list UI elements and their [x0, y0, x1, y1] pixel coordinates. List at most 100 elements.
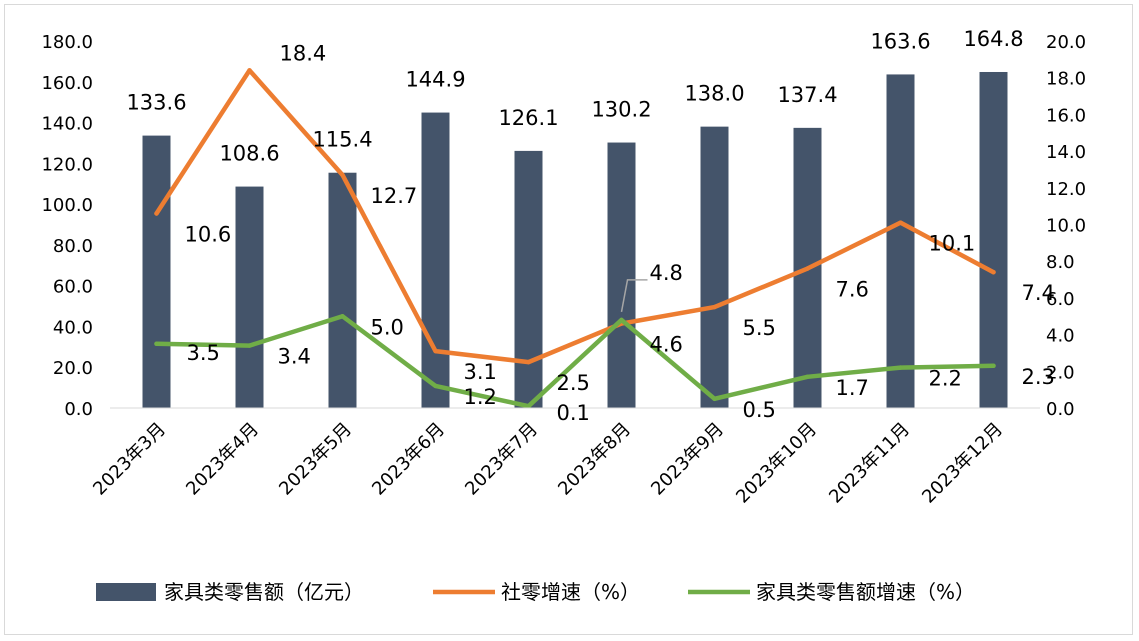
- bar: [700, 126, 729, 408]
- right-tick-label: 8.0: [1046, 252, 1075, 273]
- x-tick-label: 2023年6月: [368, 419, 449, 500]
- bar-value-label: 144.9: [405, 68, 465, 92]
- bar-value-label: 138.0: [684, 82, 744, 106]
- line-value-label: 10.1: [929, 232, 976, 256]
- line-point: [154, 211, 159, 216]
- line-point: [805, 374, 810, 380]
- line-value-label: 5.0: [371, 315, 404, 339]
- x-tick-label: 2023年5月: [275, 419, 356, 500]
- line-value-label: 4.6: [650, 333, 683, 357]
- line-point: [247, 343, 252, 348]
- chart-frame: [4, 4, 1133, 635]
- line-value-label: 7.4: [1022, 281, 1055, 305]
- right-tick-label: 4.0: [1046, 326, 1075, 347]
- bar: [886, 74, 915, 408]
- bar: [421, 112, 450, 408]
- line-point: [712, 396, 717, 402]
- bar-value-label: 164.8: [963, 27, 1023, 51]
- line-point: [991, 363, 996, 368]
- label-leader-line: [620, 279, 648, 313]
- left-tick-label: 100.0: [41, 195, 93, 216]
- right-tick-label: 6.0: [1046, 289, 1075, 310]
- line-value-label: 3.4: [278, 345, 311, 369]
- left-tick-label: 20.0: [53, 358, 93, 379]
- line-point: [991, 270, 996, 275]
- x-tick-label: 2023年4月: [182, 419, 263, 500]
- bar: [142, 135, 171, 409]
- legend-swatch: [96, 583, 156, 601]
- x-tick-label: 2023年10月: [732, 419, 821, 508]
- line-point: [154, 341, 159, 346]
- bar: [235, 186, 264, 408]
- data-labels: 133.6 108.6 115.4 144.9 126.1 130.2 138.0 137.4…: [126, 27, 1054, 425]
- line-series: [154, 68, 996, 409]
- line-point: [340, 314, 345, 319]
- right-tick-label: 18.0: [1046, 69, 1086, 90]
- line-value-label: 2.5: [557, 371, 590, 395]
- x-tick-label: 2023年8月: [554, 419, 635, 500]
- line-value-label: 1.2: [464, 385, 497, 409]
- line-value-label: 4.8: [650, 261, 683, 285]
- line-point: [340, 172, 345, 178]
- x-tick-label: 2023年9月: [647, 419, 728, 500]
- right-axis-ticks: 0.0 2.0 4.0 6.0 8.0 10.0 12.0 14.0 16.0 18.0 20.0: [1046, 32, 1086, 420]
- line-point: [805, 266, 810, 271]
- bar-value-label: 115.4: [312, 128, 372, 152]
- line-point: [712, 304, 717, 310]
- line-point: [247, 68, 252, 73]
- line-path: [154, 314, 996, 409]
- bar-value-label: 130.2: [591, 98, 651, 122]
- bar-series: [142, 71, 1008, 409]
- line-point: [898, 365, 903, 370]
- bar: [607, 142, 636, 408]
- bar-value-label: 126.1: [498, 106, 558, 130]
- line-value-label: 18.4: [280, 41, 327, 65]
- line-value-label: 5.5: [743, 316, 776, 340]
- legend: 家具类零售额（亿元） 社零增速（%） 家具类零售额增速（%）: [96, 580, 975, 604]
- line-value-label: 0.5: [743, 398, 776, 422]
- bar-value-label: 137.4: [777, 83, 837, 107]
- line-value-label: 7.6: [836, 278, 869, 302]
- legend-label: 家具类零售额增速（%）: [756, 580, 975, 604]
- line-point: [898, 220, 903, 225]
- line-value-label: 3.1: [464, 360, 497, 384]
- left-tick-label: 180.0: [41, 32, 93, 53]
- bar-value-label: 108.6: [219, 142, 279, 166]
- right-tick-label: 0.0: [1046, 399, 1075, 420]
- left-tick-label: 160.0: [41, 73, 93, 94]
- line-point: [433, 383, 438, 389]
- x-tick-label: 2023年7月: [461, 419, 542, 500]
- line-point: [526, 359, 531, 365]
- left-tick-label: 120.0: [41, 154, 93, 175]
- right-tick-label: 12.0: [1046, 179, 1086, 200]
- line-value-label: 12.7: [371, 184, 418, 208]
- line-value-label: 1.7: [836, 376, 869, 400]
- left-tick-label: 0.0: [64, 399, 93, 420]
- left-tick-label: 40.0: [53, 317, 93, 338]
- right-tick-label: 10.0: [1046, 216, 1086, 237]
- line-value-label: 2.3: [1022, 365, 1055, 389]
- right-tick-label: 16.0: [1046, 105, 1086, 126]
- line-value-label: 2.2: [929, 367, 962, 391]
- bar-value-label: 163.6: [870, 29, 930, 53]
- left-axis-ticks: 0.0 20.0 40.0 60.0 80.0 100.0 120.0 140.0 160.0 1…: [41, 32, 93, 420]
- right-tick-label: 14.0: [1046, 142, 1086, 163]
- line-value-label: 0.1: [557, 401, 590, 425]
- x-tick-label: 2023年12月: [918, 419, 1007, 508]
- bar-value-label: 133.6: [126, 91, 186, 115]
- left-tick-label: 140.0: [41, 114, 93, 135]
- line-path: [154, 68, 996, 365]
- line-point: [433, 348, 438, 354]
- left-tick-label: 60.0: [53, 277, 93, 298]
- line-point: [526, 403, 531, 409]
- line-point: [619, 317, 624, 323]
- x-tick-label: 2023年11月: [825, 419, 914, 508]
- bar: [514, 150, 543, 408]
- line-value-label: 10.6: [185, 222, 232, 246]
- legend-label: 家具类零售额（亿元）: [164, 580, 364, 604]
- bar: [979, 71, 1008, 408]
- x-tick-label: 2023年3月: [89, 419, 170, 500]
- left-tick-label: 80.0: [53, 236, 93, 257]
- right-tick-label: 2.0: [1046, 362, 1075, 383]
- right-tick-label: 20.0: [1046, 32, 1086, 53]
